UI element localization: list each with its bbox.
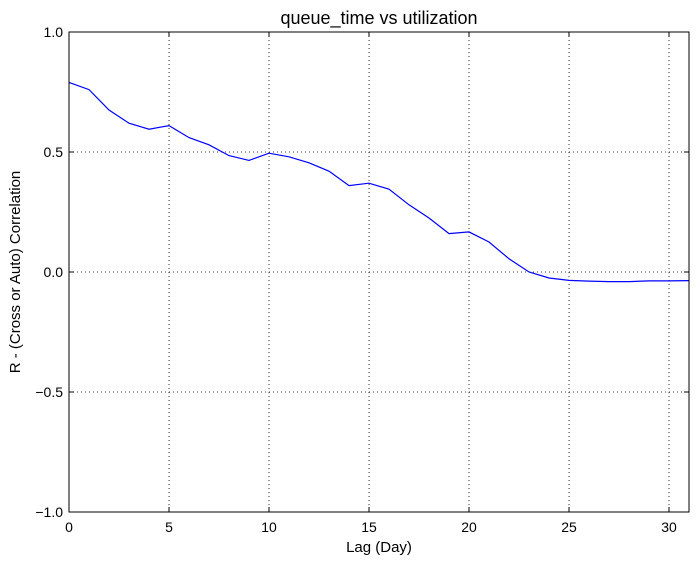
y-tick-labels: −1.0 −0.5 0.0 0.5 1.0 [35,24,63,520]
x-tick-label: 5 [165,519,173,535]
series-layer [68,81,690,283]
y-tick-label: 1.0 [44,24,64,40]
grid [69,32,689,512]
x-tick-label: 15 [361,519,377,535]
y-tick-label: −1.0 [35,504,63,520]
x-tick-label: 20 [461,519,477,535]
y-axis-title: R - (Cross or Auto) Correlation [7,171,24,374]
x-axis-title: Lag (Day) [346,539,412,556]
x-tick-label: 25 [561,519,577,535]
x-tick-label: 0 [65,519,73,535]
y-tick-label: 0.5 [44,144,64,160]
chart-title: queue_time vs utilization [280,8,477,29]
y-tick-label: −0.5 [35,384,63,400]
x-tick-labels: 0 5 10 15 20 25 30 [65,519,677,535]
x-tick-label: 10 [261,519,277,535]
series-line [68,81,690,283]
tick-marks [68,31,689,513]
y-tick-label: 0.0 [44,264,64,280]
x-tick-label: 30 [661,519,677,535]
